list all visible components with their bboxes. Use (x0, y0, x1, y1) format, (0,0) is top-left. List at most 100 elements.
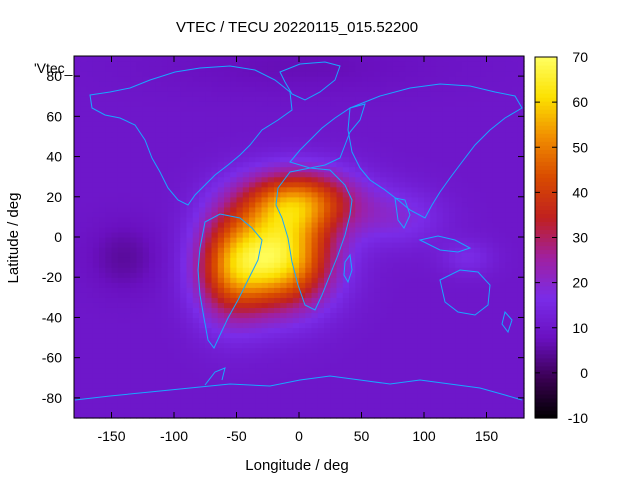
heatmap-cell (386, 156, 394, 163)
heatmap-cell (305, 272, 313, 278)
heatmap-cell (280, 156, 288, 163)
heatmap-cell (136, 221, 144, 228)
heatmap-cell (117, 372, 125, 379)
heatmap-cell (124, 121, 131, 127)
heatmap-cell (124, 71, 131, 77)
heatmap-cell (111, 407, 119, 414)
heatmap-cell (199, 242, 206, 248)
heatmap-cell (311, 221, 319, 228)
heatmap-cell (136, 111, 144, 117)
heatmap-cell (492, 196, 500, 203)
heatmap-cell (386, 262, 394, 268)
heatmap-cell (424, 237, 431, 243)
heatmap-cell (230, 96, 238, 102)
heatmap-cell (349, 282, 356, 288)
heatmap-cell (236, 372, 244, 379)
heatmap-cell (242, 141, 250, 148)
heatmap-cell (155, 216, 163, 223)
heatmap-cell (292, 332, 300, 339)
heatmap-cell (399, 201, 406, 208)
heatmap-cell (342, 91, 350, 97)
heatmap-cell (442, 242, 450, 248)
heatmap-cell (480, 302, 488, 308)
heatmap-cell (80, 407, 88, 414)
heatmap-cell (399, 407, 406, 414)
heatmap-cell (255, 191, 263, 198)
heatmap-cell (205, 292, 213, 298)
heatmap-cell (461, 272, 469, 278)
heatmap-cell (336, 287, 344, 293)
heatmap-cell (186, 347, 194, 354)
heatmap-cell (224, 216, 231, 223)
heatmap-cell (499, 96, 506, 102)
heatmap-cell (511, 282, 519, 288)
heatmap-cell (480, 337, 488, 344)
heatmap-cell (442, 302, 450, 308)
heatmap-cell (261, 247, 269, 253)
heatmap-cell (380, 387, 388, 394)
heatmap-cell (174, 156, 181, 163)
heatmap-cell (430, 362, 438, 369)
heatmap-cell (267, 287, 275, 293)
heatmap-cell (217, 161, 225, 168)
heatmap-cell (430, 146, 438, 153)
heatmap-cell (130, 392, 138, 399)
heatmap-cell (392, 322, 400, 329)
heatmap-cell (261, 317, 269, 324)
heatmap-cell (417, 206, 425, 213)
heatmap-cell (392, 191, 400, 198)
heatmap-cell (505, 186, 513, 193)
heatmap-cell (386, 337, 394, 344)
heatmap-cell (324, 176, 331, 183)
heatmap-cell (142, 186, 150, 193)
heatmap-cell (255, 81, 263, 87)
heatmap-cell (324, 322, 331, 329)
heatmap-cell (217, 307, 225, 314)
heatmap-cell (105, 211, 113, 218)
heatmap-cell (180, 412, 188, 419)
heatmap-cell (392, 402, 400, 409)
heatmap-cell (424, 252, 431, 258)
heatmap-cell (124, 392, 131, 399)
heatmap-cell (461, 176, 469, 183)
heatmap-cell (292, 101, 300, 107)
heatmap-cell (236, 367, 244, 374)
heatmap-cell (180, 226, 188, 233)
heatmap-cell (111, 367, 119, 374)
heatmap-cell (467, 96, 475, 102)
heatmap-cell (505, 302, 513, 308)
heatmap-cell (261, 352, 269, 359)
heatmap-cell (355, 307, 363, 314)
heatmap-cell (205, 382, 213, 389)
heatmap-cell (130, 332, 138, 339)
heatmap-cell (92, 322, 100, 329)
heatmap-cell (386, 121, 394, 127)
heatmap-cell (142, 327, 150, 334)
heatmap-cell (192, 382, 200, 389)
heatmap-cell (236, 332, 244, 339)
heatmap-cell (99, 357, 106, 364)
heatmap-cell (261, 76, 269, 82)
heatmap-cell (380, 76, 388, 82)
heatmap-cell (511, 262, 519, 268)
heatmap-cell (211, 131, 219, 138)
heatmap-cell (174, 66, 181, 72)
heatmap-cell (411, 382, 419, 389)
heatmap-cell (105, 226, 113, 233)
heatmap-cell (249, 402, 256, 409)
heatmap-cell (267, 327, 275, 334)
heatmap-cell (380, 397, 388, 404)
heatmap-cell (255, 146, 263, 153)
heatmap-cell (199, 257, 206, 263)
heatmap-cell (392, 171, 400, 178)
heatmap-cell (124, 191, 131, 198)
heatmap-cell (317, 201, 325, 208)
heatmap-cell (167, 191, 175, 198)
heatmap-cell (280, 201, 288, 208)
heatmap-cell (111, 297, 119, 303)
heatmap-cell (361, 287, 369, 293)
heatmap-cell (192, 91, 200, 97)
heatmap-cell (442, 287, 450, 293)
heatmap-cell (511, 257, 519, 263)
heatmap-cell (411, 211, 419, 218)
